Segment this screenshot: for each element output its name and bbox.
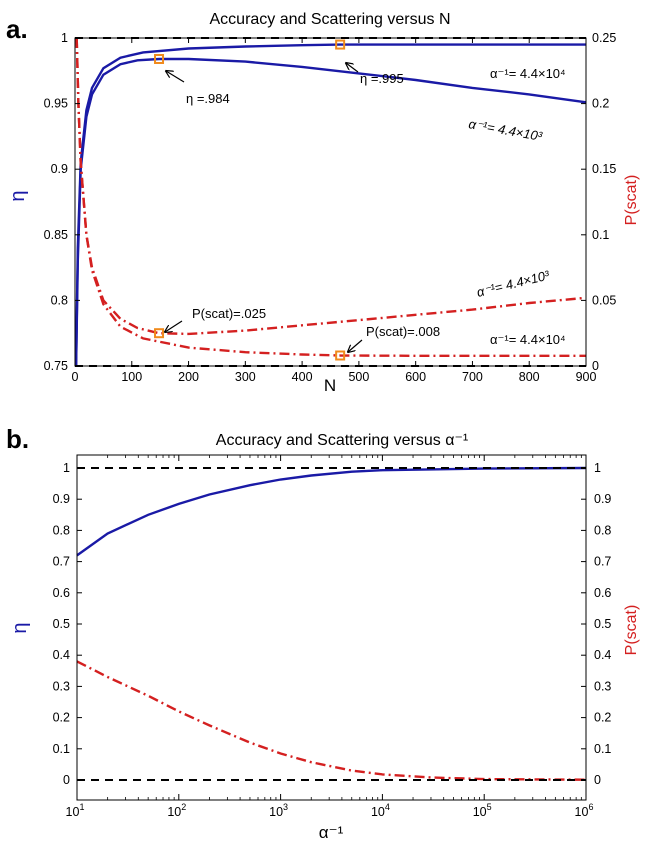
panel-b-ytick-label-right: 1 [594,461,601,475]
panel-b-ylabel-right: P(scat) [623,605,640,656]
arrow-eta-984 [166,71,185,83]
panel-a-series-line-1 [74,43,586,367]
label-alpha-blue-bottom: α⁻¹= 4.4×10³ [467,116,543,144]
panel-b-series-line-1 [76,660,587,781]
panel-b-ytick-label-left: 0.8 [53,523,70,537]
panel-a-xtick-label: 300 [235,370,256,384]
panel-b-ytick-label-left: 0.2 [53,711,70,725]
panel-a-marker-0 [154,53,165,64]
panel-b-ytick-label-right: 0.7 [594,555,611,569]
panel-a-ytick-label-left: 1 [61,31,68,45]
panel-b-ytick-label-right: 0.2 [594,711,611,725]
panel-a-ylabel-left: η [7,190,29,201]
panel-a-ticks: 0 100 200 300 400 500 600 700 800 900 0.75 0.8 0.85 0… [44,31,617,384]
panel-a-ytick-label-right: 0.15 [592,162,616,176]
panel-b-xtick-label: 106 [575,802,594,819]
panel-b-ytick-label-right: 0 [594,773,601,787]
panel-b-frame [76,454,587,801]
panel-b-ticks: 101 102 103 104 105 10600.10.20.30.40.50.60.7… [53,455,611,819]
panel-b-xtick-label: 101 [66,802,85,819]
panel-a-markers [154,39,346,361]
panel-a-ytick-label-right: 0.05 [592,293,616,307]
panel-b-ylabel-left: η [9,622,31,633]
panel-a-xtick-label: 400 [292,370,313,384]
panel-b-series [76,466,587,781]
panel-a-ytick-label-left: 0.85 [44,228,68,242]
panel-a-xlabel: N [324,376,336,395]
panel-b-ytick-label-right: 0.4 [594,648,611,662]
panel-a-ytick-label-left: 0.9 [51,162,68,176]
arrow-pscat-008 [348,339,363,352]
panel-a-series-line-3 [75,37,586,357]
panel-b-ytick-label-right: 0.3 [594,679,611,693]
panel-b-ytick-label-right: 0.1 [594,742,611,756]
panel-b-xtick-label: 103 [269,802,288,819]
panel-a-annotations: η =.984 η =.995 α⁻¹= 4.4×10⁴ α⁻¹= 4.4×10… [165,63,566,352]
panel-a-ytick-label-left: 0.75 [44,359,68,373]
panel-b-ytick-label-left: 0.1 [53,742,70,756]
panel-b-ytick-label-left: 0.7 [53,555,70,569]
panel-a-ytick-label-right: 0.1 [592,228,609,242]
panel-b-title: Accuracy and Scattering versus α⁻¹ [216,432,468,449]
panel-a-ytick-label-right: 0.25 [592,31,616,45]
panel-b-ytick-label-left: 0.9 [53,492,70,506]
panel-a-series [74,37,587,367]
panel-b-xtick-label: 105 [473,802,492,819]
panel-a-series-line-2 [75,37,587,336]
panel-a-ylabel-right: P(scat) [623,175,640,226]
panel-a-xtick-label: 600 [405,370,426,384]
panel-a-xtick-label: 900 [576,370,597,384]
panel-a-marker-3 [335,350,346,361]
panel-b-xtick-label: 104 [371,802,390,819]
label-alpha-red-top: α⁻¹= 4.4×10³ [475,267,551,300]
label-eta-984: η =.984 [186,91,230,106]
label-alpha-blue-top: α⁻¹= 4.4×10⁴ [490,66,566,81]
panel-b-ytick-label-left: 0.4 [53,648,70,662]
panel-a-xtick-label: 200 [178,370,199,384]
panel-b-ytick-label-right: 0.9 [594,492,611,506]
label-pscat-025: P(scat)=.025 [192,306,266,321]
panel-a-xtick-label: 100 [121,370,142,384]
panel-b-ytick-label-right: 0.8 [594,523,611,537]
panel-a-title: Accuracy and Scattering versus N [210,11,451,28]
panel-a-xtick-label: 800 [519,370,540,384]
panel-b-ytick-label-left: 0.3 [53,679,70,693]
panel-a-marker-1 [335,39,346,50]
panel-b-xlabel: α⁻¹ [319,823,344,842]
panel-b-ytick-label-right: 0.5 [594,617,611,631]
panel-a-ytick-label-left: 0.8 [51,293,68,307]
panel-a: a. Accuracy and Scattering versus N 0 100… [6,11,640,395]
panel-b: b. Accuracy and Scattering versus α⁻¹ 10… [6,424,640,842]
panel-a-frame [74,37,587,367]
panel-a-series-line-0 [74,57,587,367]
panel-b-ytick-label-left: 0 [63,773,70,787]
panel-a-ytick-label-right: 0 [592,359,599,373]
panel-b-ytick-label-left: 1 [63,461,70,475]
panel-b-ytick-label-right: 0.6 [594,586,611,600]
panel-a-xtick-label: 500 [348,370,369,384]
panel-a-letter: a. [6,14,28,44]
panel-b-ytick-label-left: 0.5 [53,617,70,631]
panel-a-xtick-label: 700 [462,370,483,384]
panel-a-ytick-label-right: 0.2 [592,97,609,111]
panel-b-ytick-label-left: 0.6 [53,586,70,600]
panel-b-series-line-0 [76,466,587,557]
label-alpha-red-bottom: α⁻¹= 4.4×10⁴ [490,332,566,347]
arrow-pscat-025 [165,320,183,332]
panel-b-xtick-label: 102 [167,802,186,819]
arrow-eta-995 [346,63,359,73]
label-pscat-008: P(scat)=.008 [366,324,440,339]
panel-a-marker-2 [154,328,165,339]
panel-b-letter: b. [6,424,29,454]
panel-a-xtick-label: 0 [72,370,79,384]
panel-a-ytick-label-left: 0.95 [44,97,68,111]
label-eta-995: η =.995 [360,71,404,86]
